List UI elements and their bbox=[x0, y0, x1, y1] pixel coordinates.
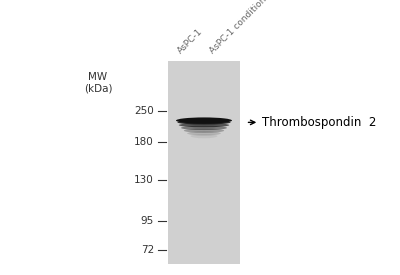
Ellipse shape bbox=[178, 120, 230, 125]
Text: 250: 250 bbox=[134, 106, 154, 116]
Ellipse shape bbox=[176, 117, 232, 123]
Text: 180: 180 bbox=[134, 137, 154, 147]
Ellipse shape bbox=[179, 123, 229, 127]
Ellipse shape bbox=[187, 131, 221, 136]
Text: AsPC-1 conditioned medium: AsPC-1 conditioned medium bbox=[208, 0, 304, 55]
Ellipse shape bbox=[181, 126, 227, 130]
Ellipse shape bbox=[184, 128, 224, 133]
Text: Thrombospondin  2: Thrombospondin 2 bbox=[262, 116, 376, 129]
Text: 130: 130 bbox=[134, 175, 154, 185]
Text: 72: 72 bbox=[141, 245, 154, 255]
Text: MW
(kDa): MW (kDa) bbox=[84, 72, 112, 93]
Ellipse shape bbox=[190, 134, 218, 138]
Text: AsPC-1: AsPC-1 bbox=[176, 26, 204, 55]
Text: 95: 95 bbox=[141, 216, 154, 226]
Bar bbox=[168, 60, 240, 264]
